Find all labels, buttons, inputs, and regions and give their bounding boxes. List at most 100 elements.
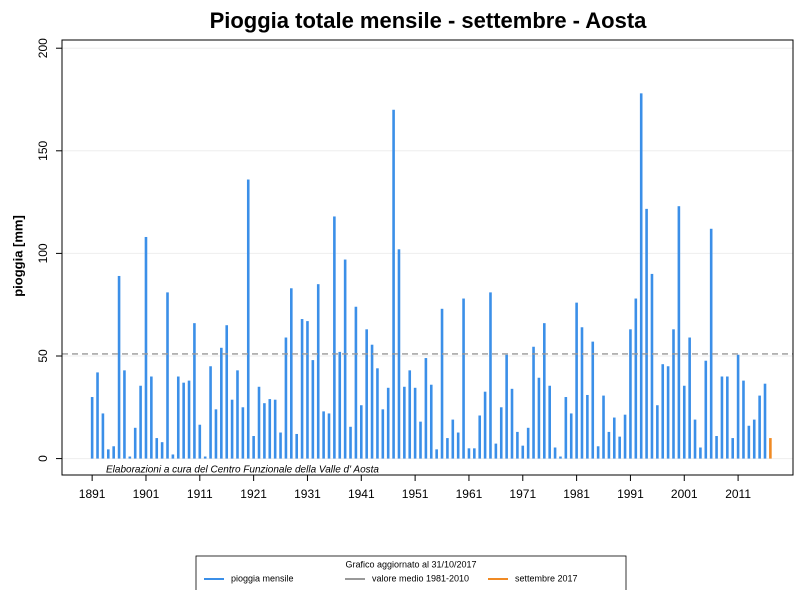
- bar: [96, 372, 99, 459]
- bar: [763, 383, 767, 459]
- bar: [225, 325, 229, 459]
- bar: [193, 323, 196, 459]
- bar: [166, 292, 169, 459]
- bar: [230, 399, 234, 459]
- bar: [236, 370, 239, 459]
- bar: [629, 329, 632, 459]
- bar: [505, 354, 508, 459]
- bar: [682, 385, 686, 459]
- bar: [187, 380, 191, 459]
- bar: [214, 409, 218, 459]
- bar: [144, 236, 148, 459]
- x-tick-label: 1971: [509, 487, 536, 501]
- bar: [462, 298, 465, 459]
- bar: [435, 449, 438, 459]
- bar: [209, 366, 212, 459]
- x-tick-label: 1891: [79, 487, 106, 501]
- bar: [769, 438, 772, 459]
- bar: [123, 370, 126, 459]
- bar: [386, 387, 390, 459]
- bar: [451, 419, 455, 459]
- bar: [612, 417, 616, 459]
- bar: [586, 394, 589, 459]
- bar: [467, 448, 471, 459]
- bar: [726, 376, 729, 459]
- bar: [182, 382, 185, 459]
- bar: [338, 351, 342, 459]
- bar: [758, 395, 761, 459]
- bar: [564, 397, 568, 459]
- bar: [419, 421, 422, 459]
- bar: [731, 438, 735, 459]
- bar: [133, 427, 137, 459]
- bar: [688, 337, 691, 459]
- bar: [639, 93, 643, 459]
- bar: [268, 399, 272, 459]
- bar: [316, 284, 320, 459]
- annotation: Elaborazioni a cura del Centro Funzional…: [106, 465, 379, 476]
- bar: [343, 259, 347, 459]
- bar: [494, 443, 498, 459]
- bar: [591, 341, 595, 459]
- bar: [106, 449, 110, 459]
- legend-label: pioggia mensile: [231, 573, 294, 583]
- bar: [128, 456, 132, 459]
- y-tick-label: 50: [36, 349, 50, 363]
- bar: [424, 358, 428, 459]
- bar: [693, 419, 697, 459]
- bar: [408, 370, 412, 459]
- x-tick-label: 2011: [725, 487, 751, 501]
- bar: [645, 208, 648, 459]
- bar: [569, 413, 573, 459]
- bar: [359, 405, 363, 459]
- bar: [623, 414, 627, 459]
- y-axis-label: pioggia [mm]: [10, 215, 25, 297]
- bar: [473, 448, 476, 459]
- bar: [279, 432, 282, 459]
- bar: [752, 419, 756, 459]
- bar: [171, 454, 175, 459]
- bar: [607, 431, 611, 459]
- bar: [203, 456, 207, 459]
- bar: [580, 327, 584, 459]
- bar: [704, 360, 708, 459]
- bar: [747, 425, 751, 459]
- x-tick-label: 1951: [402, 487, 429, 501]
- bar: [397, 249, 401, 459]
- bar: [736, 354, 740, 459]
- bar: [699, 447, 702, 459]
- bar: [478, 415, 482, 459]
- bar: [666, 366, 670, 459]
- bar: [290, 288, 293, 459]
- bar: [101, 413, 105, 459]
- bar: [650, 273, 654, 459]
- bar: [257, 386, 261, 459]
- bar: [112, 446, 115, 459]
- bar: [176, 376, 180, 459]
- bar: [333, 216, 336, 459]
- bar: [656, 405, 659, 459]
- bar: [537, 377, 541, 459]
- bar: [742, 380, 745, 459]
- bar: [596, 446, 600, 459]
- bar: [446, 438, 449, 459]
- bar: [720, 376, 724, 459]
- bar: [575, 302, 578, 459]
- bar: [241, 407, 245, 459]
- bar: [300, 319, 304, 459]
- x-tick-label: 1901: [133, 487, 160, 501]
- bar: [521, 445, 525, 459]
- plot-frame: [61, 39, 794, 476]
- bar: [483, 391, 487, 459]
- y-tick-label: 150: [36, 140, 50, 160]
- bar: [160, 442, 164, 459]
- bar: [273, 399, 277, 459]
- bar: [532, 346, 535, 459]
- bar: [510, 388, 514, 459]
- bar: [370, 344, 374, 459]
- bar: [489, 292, 492, 459]
- x-tick-label: 1981: [563, 487, 590, 501]
- bar: [559, 456, 562, 459]
- y-tick-label: 0: [36, 455, 50, 462]
- bar: [526, 427, 530, 459]
